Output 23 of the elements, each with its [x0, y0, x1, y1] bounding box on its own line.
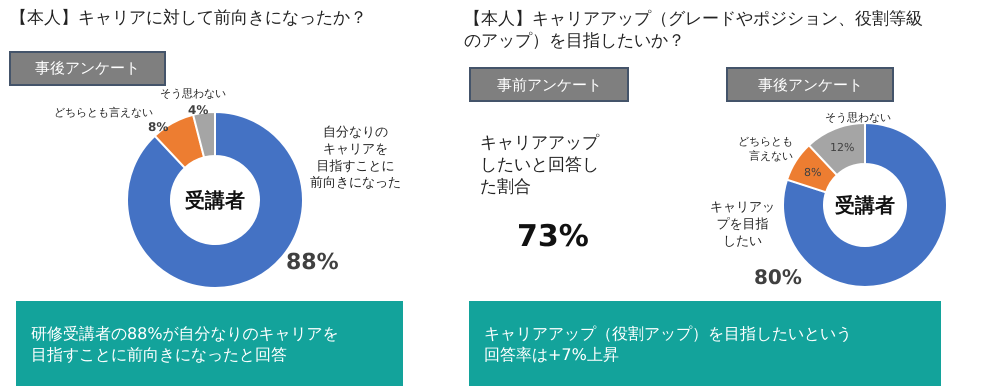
slice-label: そう思わない — [825, 111, 891, 124]
text: キャリアアップしたいと回答した割合 — [480, 133, 600, 198]
text: 研修受講者の88%が自分なりのキャリアを目指すことに前向きになったと回答 — [31, 324, 339, 364]
data-label: 88% — [286, 250, 339, 275]
slice-label: キャリアップを目指したい — [710, 200, 775, 249]
text: 受講者 — [185, 188, 245, 212]
data-label: 80% — [754, 265, 802, 289]
chart-title: 【本人】キャリアに対して前向きになったか？ — [10, 8, 367, 28]
chart-subtitle: 事後アンケート — [35, 59, 140, 77]
slice-label: どちらとも言えない — [738, 135, 793, 162]
slice-label: 自分なりのキャリアを目指すことに前向きになった — [310, 125, 401, 191]
text: 受講者 — [835, 193, 895, 217]
slice-label: そう思わない — [160, 87, 226, 100]
text: 【本人】キャリアアップ（グレードやポジション、役割等級のアップ）を目指したいか？ — [464, 9, 923, 52]
chart-subtitle: 事後アンケート — [758, 76, 863, 94]
text: 事前アンケート — [497, 76, 602, 94]
data-label: 8% — [148, 120, 168, 134]
data-label: 8% — [804, 166, 822, 179]
text: 73% — [517, 219, 589, 254]
data-label: 4% — [188, 103, 208, 117]
text: キャリアアップ（役割アップ）を目指したいという回答率は+7%上昇 — [484, 324, 852, 364]
data-label: 12% — [830, 141, 854, 154]
slice-label: どちらとも言えない — [54, 106, 153, 119]
